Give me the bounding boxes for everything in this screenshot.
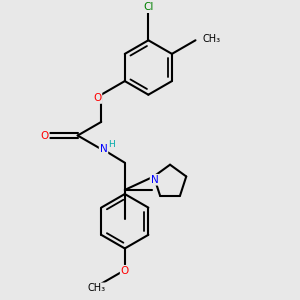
Text: H: H [108, 140, 115, 149]
Text: Cl: Cl [143, 2, 154, 12]
Text: CH₃: CH₃ [202, 34, 220, 44]
Text: N: N [151, 175, 158, 185]
Text: O: O [93, 93, 101, 103]
Text: CH₃: CH₃ [87, 283, 105, 293]
Text: O: O [40, 130, 49, 140]
Text: N: N [100, 144, 107, 154]
Text: O: O [121, 266, 129, 276]
